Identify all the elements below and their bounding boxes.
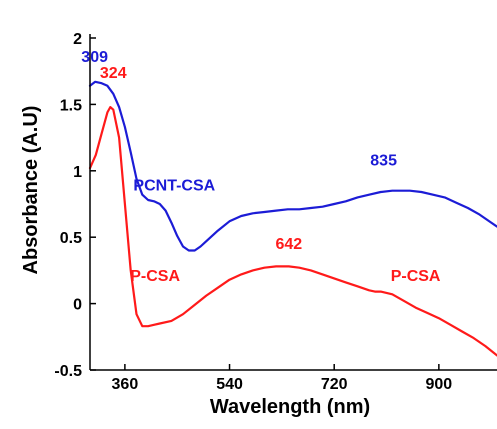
annotation-label: P-CSA xyxy=(130,268,180,285)
annotation-label: 835 xyxy=(370,152,397,169)
y-tick-label: 2 xyxy=(73,31,82,48)
plot-lines xyxy=(88,80,497,357)
annotation-label: P-CSA xyxy=(391,268,441,285)
annotation-label: PCNT-CSA xyxy=(133,178,215,195)
annotation-label: 309 xyxy=(81,49,108,66)
y-axis-title: Absorbance (A.U) xyxy=(20,106,42,275)
annotation-label: 324 xyxy=(100,65,127,82)
y-tick-label: 1 xyxy=(73,164,82,181)
x-tick-label: 900 xyxy=(426,376,453,393)
x-tick-label: 720 xyxy=(321,376,348,393)
axes xyxy=(89,34,497,371)
x-axis-title: Wavelength (nm) xyxy=(210,396,370,418)
y-tick-label: -0.5 xyxy=(54,363,82,380)
x-tick-label: 540 xyxy=(216,376,243,393)
series-line-1 xyxy=(88,106,497,357)
ticks: 360 540 720 900 -0.5 0 0.5 1 1.5 2 xyxy=(54,31,452,393)
y-tick-label: 0.5 xyxy=(60,230,82,247)
series-line-0 xyxy=(88,80,497,252)
y-tick-label: 0 xyxy=(73,297,82,314)
y-tick-label: 1.5 xyxy=(60,97,82,114)
x-tick-label: 360 xyxy=(112,376,139,393)
annotation-label: 642 xyxy=(275,236,302,253)
